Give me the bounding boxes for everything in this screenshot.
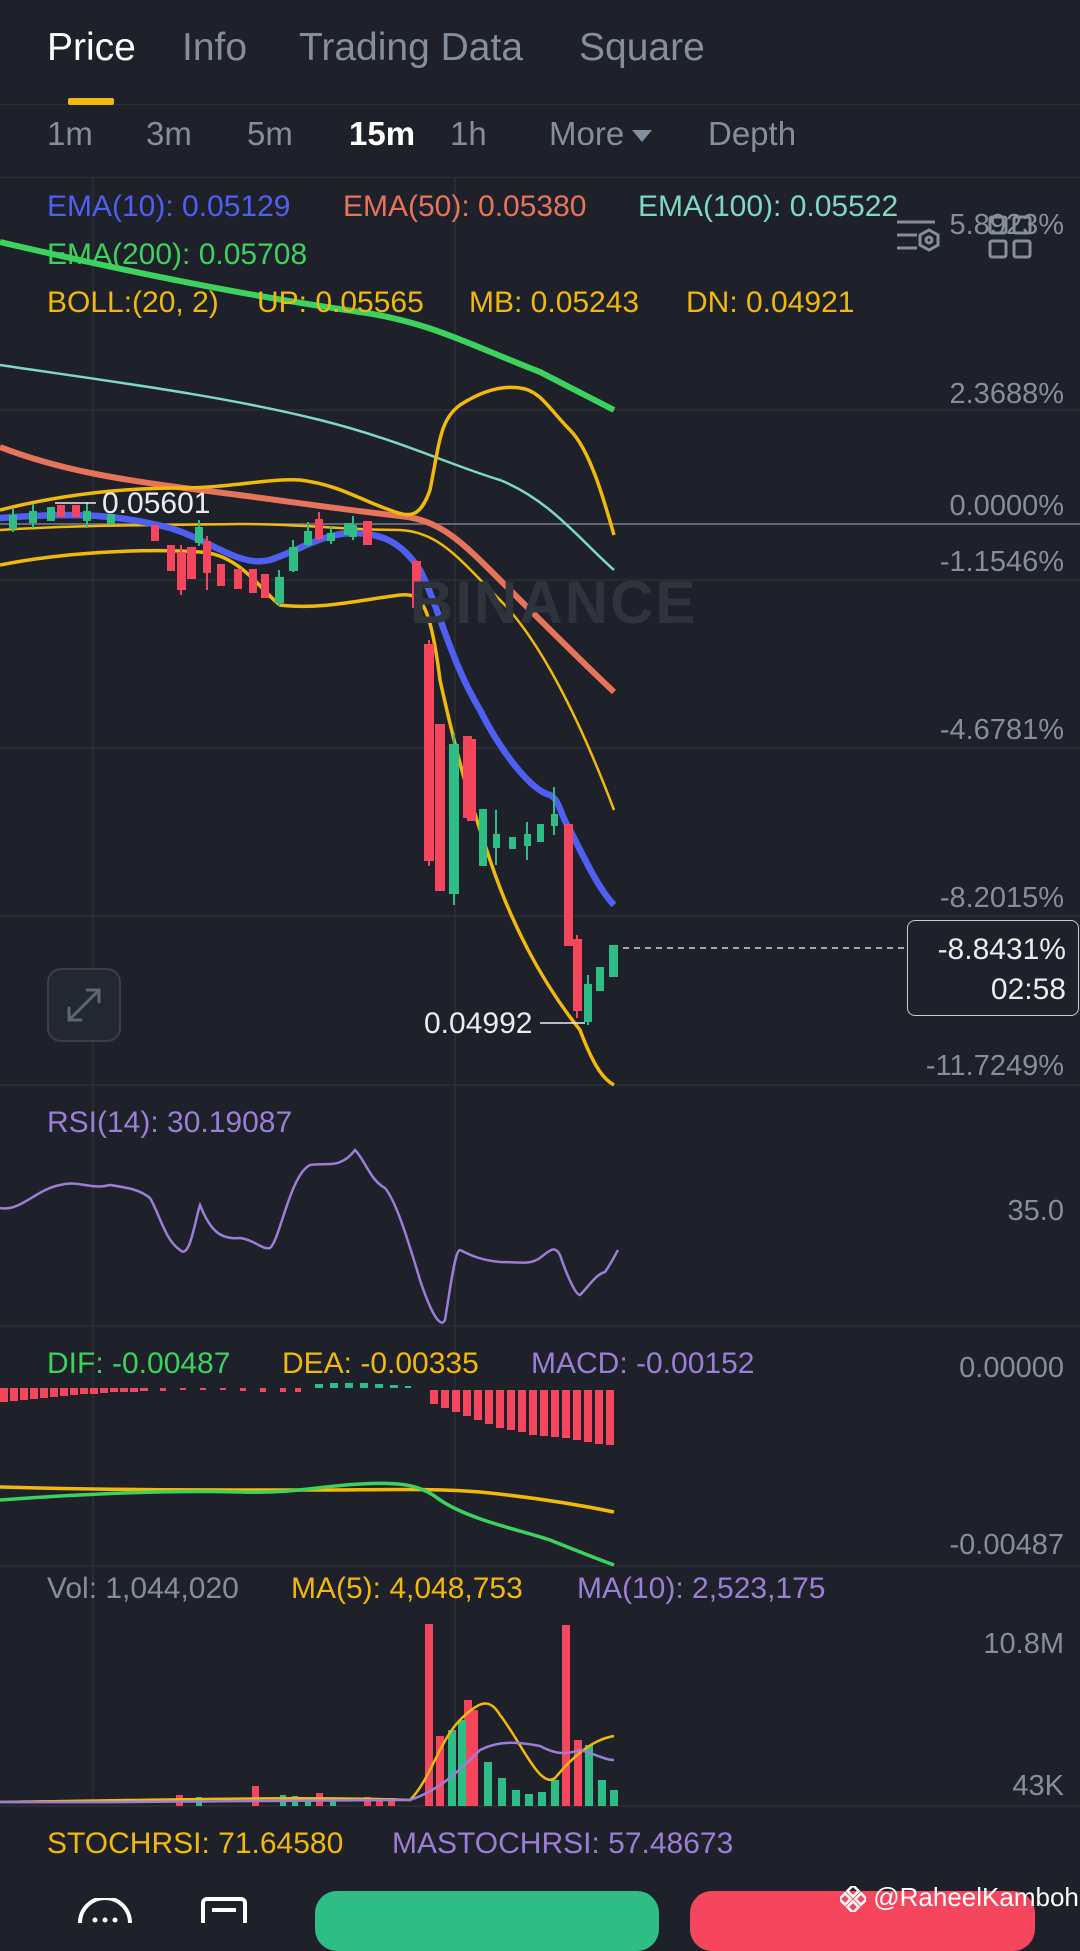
expand-icon <box>67 988 101 1022</box>
mastochrsi-legend: MASTOCHRSI: 57.48673 <box>392 1827 734 1860</box>
high-price-label: 0.05601 <box>102 487 211 520</box>
interval-15m[interactable]: 15m <box>349 115 416 152</box>
binance-logo-icon <box>837 1883 869 1915</box>
ema10-legend: EMA(10): 0.05129 <box>47 190 291 223</box>
dif-line <box>0 1481 615 1567</box>
boll-legend: BOLL:(20, 2) <box>47 286 219 319</box>
axis-label: 0.0000% <box>949 490 1065 522</box>
depth-button[interactable]: Depth <box>708 115 797 152</box>
credit-text: @RaheelKamboh <box>873 1882 1079 1912</box>
stochrsi-legend: STOCHRSI: 71.64580 <box>47 1827 344 1860</box>
boll-upper-line <box>0 385 616 536</box>
current-price-tag: -8.8431% 02:58 <box>907 920 1079 1016</box>
price-chart[interactable] <box>0 0 1080 1880</box>
tab-square[interactable]: Square <box>579 26 705 69</box>
vol-ma10-line <box>0 1741 615 1804</box>
chart-settings-icon[interactable] <box>895 217 943 259</box>
axis-label: 2.3688% <box>949 378 1065 410</box>
ema50-legend: EMA(50): 0.05380 <box>343 190 587 223</box>
interval-5m[interactable]: 5m <box>247 115 293 152</box>
macd-histogram <box>0 1383 614 1445</box>
boll-dn-legend: DN: 0.04921 <box>686 286 855 319</box>
boll-mb-legend: MB: 0.05243 <box>469 286 640 319</box>
axis-label: -8.2015% <box>939 882 1064 914</box>
tab-price[interactable]: Price <box>47 26 136 69</box>
more-label: More <box>549 115 625 152</box>
interval-1m[interactable]: 1m <box>47 115 93 152</box>
rsi-line <box>0 1148 620 1324</box>
orders-icon[interactable] <box>200 1896 248 1923</box>
vol-ma10-legend: MA(10): 2,523,175 <box>577 1572 826 1605</box>
more-dropdown[interactable]: More <box>549 115 653 153</box>
ema50-line <box>0 444 617 695</box>
more-menu-icon[interactable] <box>78 1898 132 1923</box>
vol-ma5-legend: MA(5): 4,048,753 <box>291 1572 523 1605</box>
chevron-down-icon <box>632 130 653 143</box>
grid-layout-icon[interactable] <box>988 215 1032 259</box>
boll-up-legend: UP: 0.05565 <box>257 286 424 319</box>
volume-bars <box>176 1624 618 1806</box>
brand-watermark: BINANCE <box>410 569 698 636</box>
interval-1h[interactable]: 1h <box>450 115 487 152</box>
vol-ma5-line <box>0 1702 615 1804</box>
vol-legend: Vol: 1,044,020 <box>47 1572 239 1605</box>
current-change-pct: -8.8431% <box>937 933 1066 966</box>
macd-legend: MACD: -0.00152 <box>531 1347 755 1380</box>
boll-lower-line <box>0 548 615 1087</box>
axis-label: -1.1546% <box>939 546 1064 578</box>
vol-axis-top: 10.8M <box>983 1628 1064 1660</box>
candlesticks <box>9 502 618 1025</box>
rsi-legend: RSI(14): 30.19087 <box>47 1106 293 1139</box>
active-tab-indicator <box>68 98 114 105</box>
tab-trading-data[interactable]: Trading Data <box>299 26 524 69</box>
interval-3m[interactable]: 3m <box>146 115 192 152</box>
dea-legend: DEA: -0.00335 <box>282 1347 479 1380</box>
dif-legend: DIF: -0.00487 <box>47 1347 231 1380</box>
low-price-label: 0.04992 <box>424 1007 533 1040</box>
top-tabs: Price Info Trading Data Square <box>0 0 1080 105</box>
bottom-action-bar <box>0 1880 1080 1923</box>
tab-info[interactable]: Info <box>182 26 248 69</box>
macd-axis-bottom: -0.00487 <box>949 1529 1065 1561</box>
ema200-legend: EMA(200): 0.05708 <box>47 238 308 271</box>
ema100-legend: EMA(100): 0.05522 <box>638 190 899 223</box>
axis-label: -11.7249% <box>925 1050 1064 1082</box>
interval-bar: 1m 3m 5m 15m 1h More Depth <box>0 105 1080 259</box>
rsi-axis-label: 35.0 <box>1007 1195 1064 1227</box>
axis-label: -4.6781% <box>939 714 1064 746</box>
credit-watermark: @RaheelKamboh <box>837 1882 1079 1915</box>
boll-middle-line <box>0 522 616 811</box>
vol-axis-bottom: 43K <box>1012 1770 1064 1802</box>
ema200-line <box>0 239 616 413</box>
ema100-line <box>0 363 615 571</box>
macd-axis-top: 0.00000 <box>959 1352 1064 1384</box>
fullscreen-button[interactable] <box>47 968 121 1042</box>
dea-line <box>0 1485 615 1514</box>
candle-countdown: 02:58 <box>990 973 1066 1006</box>
buy-button[interactable] <box>315 1891 659 1951</box>
axis-label: 5.8923% <box>949 209 1065 241</box>
